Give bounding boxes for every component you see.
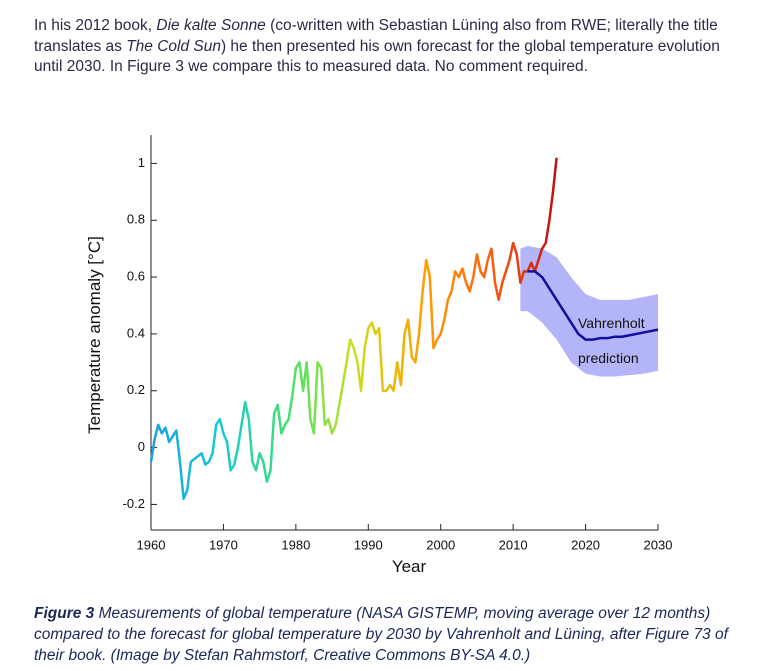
caption-text: Measurements of global temperature (NASA…: [34, 605, 728, 664]
italic-text: The Cold Sun: [126, 37, 221, 55]
x-tick-label: 2000: [426, 537, 455, 552]
y-tick-label: 0.8: [127, 212, 145, 227]
text: (co-written with Sebastian Lüning also f…: [34, 17, 718, 55]
y-tick-label: 1: [138, 155, 145, 170]
y-tick-label: 0.4: [127, 325, 145, 340]
y-axis-label: Temperature anomaly [°C]: [85, 236, 104, 434]
x-tick-label: 1980: [281, 537, 310, 552]
paragraph: In his 2012 book, Die kalte Sonne (co-wr…: [34, 16, 734, 78]
annotation: Vahrenholt: [578, 315, 645, 331]
text: ) he then presented his own forecast for…: [34, 37, 720, 76]
uncertainty-band: [520, 245, 658, 377]
x-tick-label: 2010: [499, 537, 528, 552]
text: In his 2012 book,: [34, 17, 157, 34]
italic-text: Die kalte Sonne: [156, 17, 266, 34]
data-line: [527, 270, 659, 341]
x-tick-label: 1990: [354, 537, 383, 552]
annotation: prediction: [578, 350, 639, 366]
chart: Temperature anomaly [°C] Year -0.2 0 0.2 0.…: [85, 135, 673, 576]
x-tick-label: 1970: [209, 537, 238, 552]
caption-label: Figure 3: [34, 605, 95, 622]
x-tick-label: 2020: [571, 537, 600, 552]
x-axis-label: Year: [392, 557, 427, 576]
y-tick-label: -0.2: [123, 496, 145, 511]
data-line: [149, 157, 558, 500]
x-tick-label: 1960: [137, 537, 166, 552]
caption: Figure 3 Measurements of global temperat…: [34, 603, 734, 666]
x-tick-label: 2030: [644, 537, 673, 552]
y-tick-label: 0.2: [127, 382, 145, 397]
y-tick-label: 0: [138, 439, 145, 454]
y-tick-label: 0.6: [127, 269, 145, 284]
